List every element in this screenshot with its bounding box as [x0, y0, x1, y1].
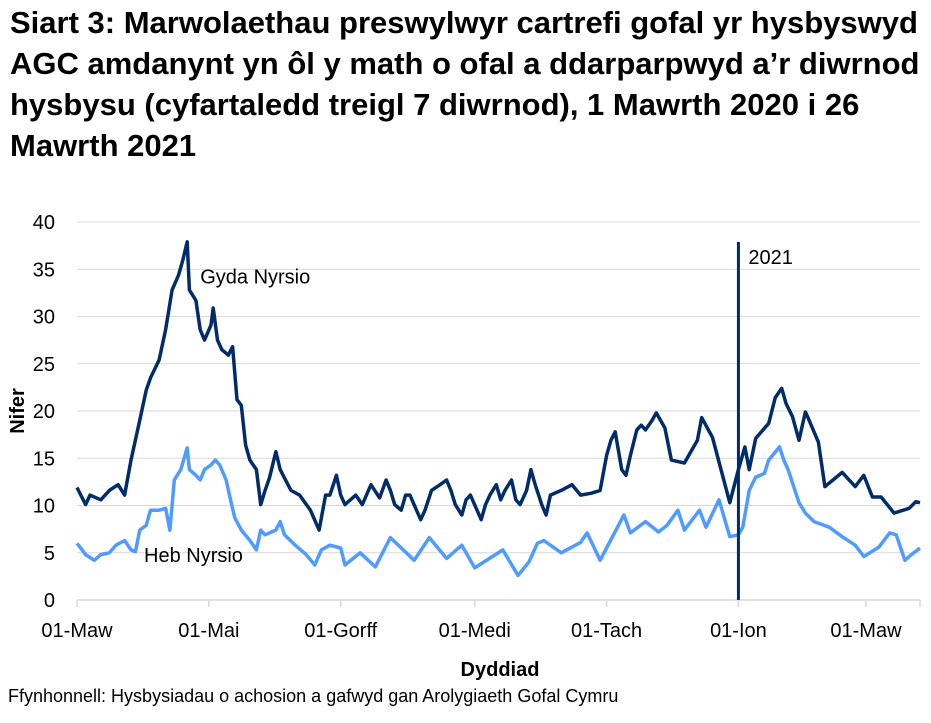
- series-line-heb-nyrsio: [75, 445, 922, 578]
- x-tick-label: 01-Medi: [439, 620, 511, 642]
- y-tick-label: 20: [33, 401, 55, 423]
- y-tick-label: 25: [33, 354, 55, 376]
- series-label: Heb Nyrsio: [144, 545, 243, 567]
- chart-title: Siart 3: Marwolaethau preswylwyr cartref…: [10, 5, 920, 163]
- series-label: Gyda Nyrsio: [200, 266, 310, 288]
- y-tick-label: 5: [44, 543, 55, 565]
- source-note: Ffynhonnell: Hysbysiadau o achosion a ga…: [8, 686, 619, 706]
- x-tick-label: 01-Ion: [710, 620, 767, 642]
- y-tick-label: 15: [33, 448, 55, 470]
- x-tick-label: 01-Maw: [830, 620, 902, 642]
- x-tick-label: 01-Gorff: [304, 620, 377, 642]
- x-tick-label: 01-Tach: [571, 620, 642, 642]
- y-tick-label: 40: [33, 212, 55, 234]
- y-tick-label: 0: [44, 590, 55, 612]
- x-tick-label: 01-Mai: [178, 620, 239, 642]
- y-axis-title: Nifer: [7, 388, 29, 434]
- y-tick-label: 35: [33, 259, 55, 281]
- x-tick-label: 01-Maw: [41, 620, 113, 642]
- series-line-gyda-nyrsio: [75, 240, 921, 532]
- x-axis-title: Dyddiad: [461, 659, 540, 681]
- year-marker-label: 2021: [748, 247, 793, 269]
- y-tick-label: 10: [33, 496, 55, 518]
- y-tick-label: 30: [33, 307, 55, 329]
